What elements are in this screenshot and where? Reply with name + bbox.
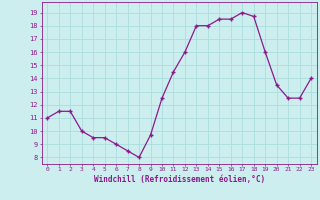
X-axis label: Windchill (Refroidissement éolien,°C): Windchill (Refroidissement éolien,°C) [94, 175, 265, 184]
